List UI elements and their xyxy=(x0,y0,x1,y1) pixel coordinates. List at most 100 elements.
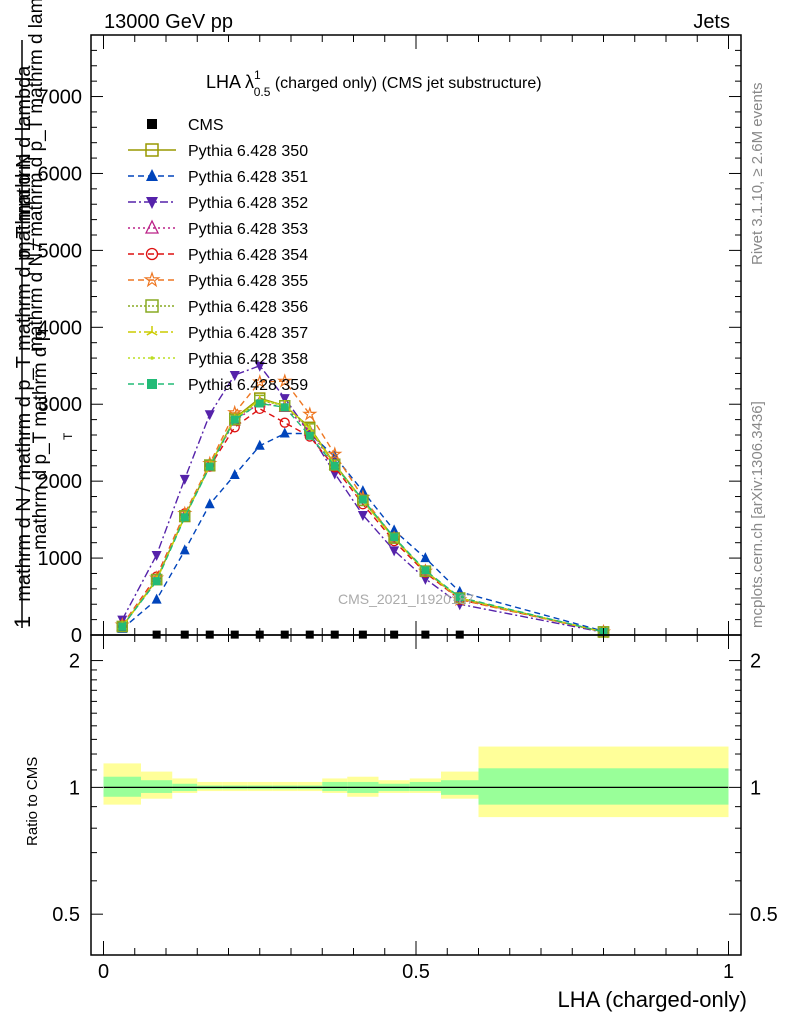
legend-marker xyxy=(146,326,158,336)
watermark: CMS_2021_I1920187 xyxy=(338,591,474,607)
y-axis-label-line2: mathrm d N xyxy=(13,154,35,258)
series-line xyxy=(121,399,604,633)
main-y-tick-label: 3000 xyxy=(38,394,83,416)
legend-marker xyxy=(146,197,158,209)
legend-label: Pythia 6.428 358 xyxy=(188,351,308,368)
legend-label: Pythia 6.428 359 xyxy=(188,377,308,394)
series-point xyxy=(179,474,190,485)
series-point xyxy=(230,415,239,424)
series-point xyxy=(305,431,314,440)
series-point xyxy=(307,426,312,430)
ratio-y-axis-label: Ratio to CMS xyxy=(24,757,41,846)
series-point xyxy=(389,546,400,557)
legend-marker xyxy=(143,271,161,288)
series-point xyxy=(277,373,293,388)
legend-marker xyxy=(146,169,158,181)
series-point xyxy=(151,593,162,604)
series-point xyxy=(204,410,215,421)
series-point xyxy=(329,469,340,480)
series-point xyxy=(330,461,339,470)
main-y-tick-label: 0 xyxy=(71,625,82,647)
series-point xyxy=(455,593,464,602)
ratio-inner-band-bin xyxy=(322,781,348,792)
legend-label: Pythia 6.428 351 xyxy=(188,169,308,186)
series-point xyxy=(204,498,215,509)
series-point xyxy=(357,511,368,521)
legend-marker-cms xyxy=(147,119,157,129)
x-tick-label: 1 xyxy=(723,961,734,983)
series-point xyxy=(151,551,162,561)
legend-marker xyxy=(145,299,159,313)
legend: CMS Pythia 6.428 350 Pythia 6.428 351 Pythi… xyxy=(128,117,308,394)
ratio-inner-band-bin xyxy=(409,781,441,792)
plot-title: LHA λ1 0.5 (charged only) (CMS jet substr… xyxy=(206,68,542,99)
x-tick-label: 0 xyxy=(98,961,109,983)
legend-label: Pythia 6.428 356 xyxy=(188,299,308,316)
legend-label-cms: CMS xyxy=(188,117,224,134)
ratio-inner-band-bin xyxy=(478,768,729,805)
legend-marker xyxy=(144,219,160,234)
ratio-inner-band-bin xyxy=(103,776,141,797)
legend-label: Pythia 6.428 357 xyxy=(188,325,308,342)
main-y-tick-label: 6000 xyxy=(38,163,83,185)
legend-marker xyxy=(147,379,157,389)
series-point xyxy=(152,577,161,586)
series-point xyxy=(118,622,127,631)
x-tick-label: 0.5 xyxy=(402,961,430,983)
main-y-tick-label: 2000 xyxy=(38,471,83,493)
legend-marker xyxy=(150,356,154,360)
series-point xyxy=(279,427,290,438)
legend-label: Pythia 6.428 354 xyxy=(188,247,308,264)
header-jets: Jets xyxy=(693,11,730,33)
series-point xyxy=(180,513,189,522)
series-point xyxy=(389,524,400,535)
series-point xyxy=(205,462,214,471)
series-point xyxy=(279,394,290,405)
ratio-y-tick-label: 1 xyxy=(69,777,80,799)
x-axis-label: LHA (charged-only) xyxy=(557,987,747,1012)
legend-marker xyxy=(145,143,159,157)
series-point xyxy=(229,371,240,381)
ratio-y-tick-label: 0.5 xyxy=(52,904,80,926)
mcplots-credit: mcplots.cern.ch [arXiv:1306.3436] xyxy=(749,401,766,628)
series-point xyxy=(420,552,431,563)
legend-label: Pythia 6.428 355 xyxy=(188,273,308,290)
series-line xyxy=(121,407,604,633)
legend-label: Pythia 6.428 352 xyxy=(188,195,308,212)
series-point xyxy=(254,361,265,372)
rivet-version: Rivet 3.1.10, ≥ 2.6M events xyxy=(749,83,766,266)
y-axis-label-sub: T xyxy=(61,432,75,440)
y-axis-label-mid: mathrm d p_T mathrm d p xyxy=(30,331,51,550)
series-point xyxy=(229,469,240,479)
series-point xyxy=(420,574,431,585)
series-point xyxy=(421,566,430,575)
series-point xyxy=(302,406,318,421)
header-energy: 13000 GeV pp xyxy=(104,11,233,33)
series-line xyxy=(121,432,604,632)
series-point xyxy=(179,544,190,555)
ratio-y-tick-label: 2 xyxy=(69,651,80,673)
series-line xyxy=(121,402,604,633)
legend-label: Pythia 6.428 353 xyxy=(188,221,308,238)
ratio-inner-band-bin xyxy=(141,780,173,793)
ratio-y-tick-label-right: 1 xyxy=(750,777,761,799)
main-y-tick-label: 1000 xyxy=(38,548,83,570)
legend-marker xyxy=(145,247,159,261)
series-point xyxy=(255,399,264,408)
ratio-uncertainty-bands xyxy=(103,746,729,818)
main-y-tick-label: 7000 xyxy=(38,87,83,109)
series-point xyxy=(357,494,369,507)
series-point xyxy=(279,417,290,428)
series-point xyxy=(254,439,265,450)
series-line xyxy=(121,399,604,633)
ratio-y-tick-label-right: 2 xyxy=(750,651,761,673)
series-point xyxy=(280,403,289,412)
series-point xyxy=(388,532,400,544)
series-point xyxy=(252,373,268,389)
legend-label: Pythia 6.428 350 xyxy=(188,143,308,160)
series-10 xyxy=(118,399,608,636)
ratio-y-tick-label-right: 0.5 xyxy=(750,904,778,926)
main-y-tick-label: 5000 xyxy=(38,240,83,262)
main-y-tick-label: 4000 xyxy=(38,317,83,339)
